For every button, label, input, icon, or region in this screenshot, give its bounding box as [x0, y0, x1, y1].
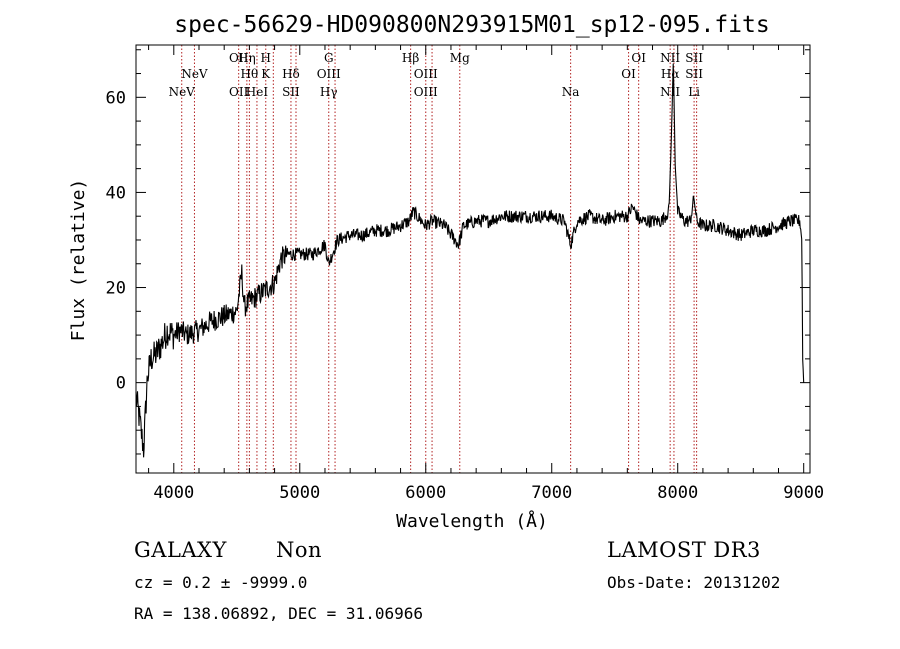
line-label: Li: [688, 85, 700, 99]
line-label: H: [261, 51, 271, 65]
line-label: OI: [631, 51, 646, 65]
emission-line-markers: [181, 45, 698, 473]
x-tick-label: 9000: [783, 483, 824, 503]
spectrum-line: [135, 63, 805, 458]
line-label: Hβ: [402, 51, 419, 65]
y-tick-label: 0: [116, 374, 126, 394]
x-tick-label: 5000: [279, 483, 320, 503]
line-label: Hθ: [241, 67, 259, 81]
line-label: Hα: [661, 67, 680, 81]
observation-date: Obs-Date: 20131202: [607, 573, 781, 592]
x-tick-label: 8000: [657, 483, 698, 503]
line-label: G: [324, 51, 334, 65]
x-tick-label: 7000: [531, 483, 572, 503]
survey-name: LAMOST DR3: [607, 538, 761, 562]
line-label: OIII: [414, 85, 438, 99]
axis-tick-labels: 4000 5000 6000 7000 8000 9000 0 20 40 60: [106, 88, 825, 503]
line-label: NeV: [169, 85, 196, 99]
line-label: Na: [562, 85, 580, 99]
line-label: OIII: [317, 67, 341, 81]
line-label: SII: [685, 51, 703, 65]
plot-frame: [135, 44, 811, 474]
line-label: SII: [282, 85, 300, 99]
chart-title: spec-56629-HD090800N293915M01_sp12-095.f…: [174, 12, 769, 38]
x-axis-label: Wavelength (Å): [396, 510, 548, 532]
y-tick-label: 60: [106, 88, 126, 108]
line-label: Hγ: [320, 85, 338, 99]
y-axis-label: Flux (relative): [68, 179, 89, 342]
line-label: NeV: [181, 67, 208, 81]
line-label: Mg: [450, 51, 470, 65]
line-label: OI: [621, 67, 636, 81]
y-tick-label: 20: [106, 279, 126, 299]
redshift-cz: cz = 0.2 ± -9999.0: [134, 573, 308, 592]
x-tick-label: 4000: [153, 483, 194, 503]
x-tick-label: 6000: [405, 483, 446, 503]
line-label: SII: [685, 67, 703, 81]
line-label: NII: [660, 51, 680, 65]
line-label: OII: [229, 51, 249, 65]
line-label: OIII: [414, 67, 438, 81]
object-class: GALAXY: [134, 538, 227, 562]
line-label: K: [261, 67, 271, 81]
axis-ticks: [136, 45, 810, 473]
line-label: HeI: [246, 85, 269, 99]
line-label: Hδ: [282, 67, 300, 81]
line-label: Hη: [238, 51, 256, 65]
line-label: NII: [660, 85, 680, 99]
ra-dec-coordinates: RA = 138.06892, DEC = 31.06966: [134, 604, 423, 623]
line-label: OII: [229, 85, 249, 99]
y-tick-label: 40: [106, 183, 126, 203]
object-subclass: Non: [276, 538, 323, 562]
